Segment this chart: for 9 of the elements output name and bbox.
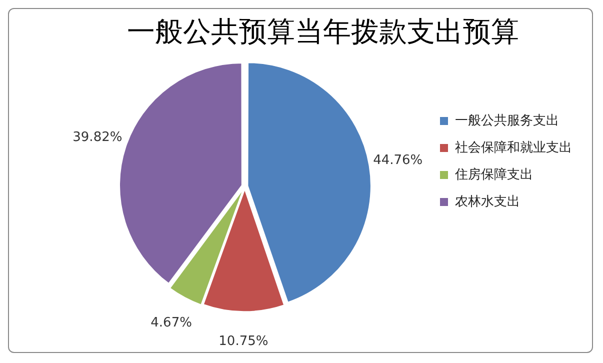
legend-label: 一般公共服务支出 (455, 113, 559, 128)
data-label: 44.76% (373, 153, 423, 168)
data-label: 10.75% (218, 334, 268, 349)
data-label: 4.67% (150, 315, 192, 330)
chart-title: 一般公共预算当年拨款支出预算 (127, 15, 519, 48)
legend-label: 住房保障支出 (454, 166, 533, 182)
data-label: 39.82% (72, 130, 122, 145)
legend-label: 社会保障和就业支出 (455, 140, 572, 156)
legend-label: 农林水支出 (455, 194, 520, 210)
